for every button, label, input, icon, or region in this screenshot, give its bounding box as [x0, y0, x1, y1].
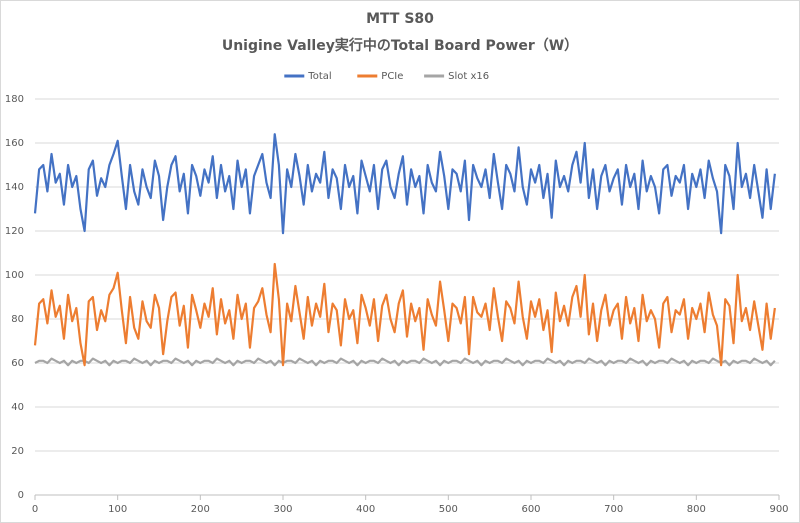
y-tick-label: 0: [18, 490, 24, 501]
y-tick-label: 20: [11, 446, 24, 457]
y-tick-label: 80: [11, 314, 24, 325]
y-tick-label: 120: [5, 226, 24, 237]
y-tick-label: 40: [11, 402, 24, 413]
y-tick-label: 100: [5, 270, 24, 281]
x-tick-label: 800: [687, 504, 706, 515]
x-tick-label: 500: [439, 504, 458, 515]
legend-label: Total: [307, 71, 331, 82]
y-tick-label: 140: [5, 182, 24, 193]
series-line: [34, 357, 776, 367]
x-tick-label: 100: [108, 504, 127, 515]
series-line: [33, 133, 776, 235]
y-tick-label: 60: [11, 358, 24, 369]
x-tick-label: 600: [521, 504, 540, 515]
x-tick-label: 400: [356, 504, 375, 515]
x-tick-label: 300: [273, 504, 292, 515]
legend-label: Slot x16: [448, 71, 489, 82]
legend-label: PCIe: [381, 71, 403, 82]
x-tick-label: 0: [32, 504, 38, 515]
chart-title: MTT S80: [366, 11, 434, 27]
y-tick-label: 160: [5, 138, 24, 149]
y-tick-label: 180: [5, 94, 24, 105]
x-tick-label: 200: [191, 504, 210, 515]
chart-subtitle: Unigine Valley実行中のTotal Board Power（W）: [222, 37, 578, 54]
x-tick-label: 700: [604, 504, 623, 515]
series-line: [33, 262, 776, 367]
x-tick-label: 900: [769, 504, 788, 515]
